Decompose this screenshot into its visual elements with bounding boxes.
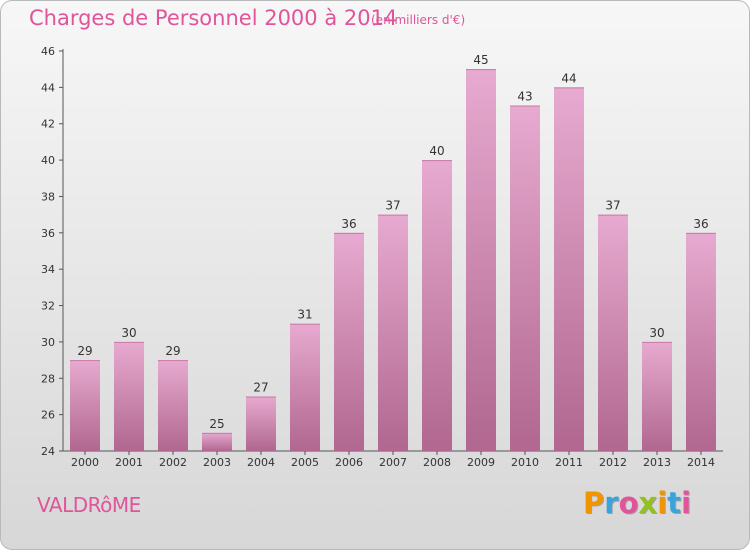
bar-value-label: 30 (121, 326, 136, 340)
x-tick-label: 2014 (687, 456, 715, 469)
bar-value-label: 37 (385, 199, 400, 213)
bar-2013 (642, 341, 672, 451)
y-tick-label: 26 (41, 409, 55, 422)
bar-2005 (290, 323, 320, 451)
bar-2011 (554, 87, 584, 451)
bar-value-label: 45 (473, 53, 488, 67)
x-tick-label: 2003 (203, 456, 231, 469)
x-tick-label: 2001 (115, 456, 143, 469)
bar-value-label: 29 (165, 344, 180, 358)
y-tick-label: 38 (41, 190, 55, 203)
bar-2000 (70, 360, 100, 451)
bar-value-label: 36 (341, 217, 356, 231)
x-tick-label: 2005 (291, 456, 319, 469)
bar-value-label: 29 (77, 344, 92, 358)
unit-note: (en milliers d'€) (371, 13, 466, 27)
y-tick-label: 28 (41, 372, 55, 385)
logo-letter: i (681, 486, 692, 520)
bar-2006 (334, 232, 364, 451)
y-tick-label: 36 (41, 227, 55, 240)
bar-value-label: 31 (297, 308, 312, 322)
bar-2008 (422, 160, 452, 451)
bar-value-label: 30 (649, 326, 664, 340)
y-tick-label: 40 (41, 154, 55, 167)
bar-2004 (246, 396, 276, 451)
bar-value-label: 43 (517, 90, 532, 104)
bar-2012 (598, 214, 628, 451)
y-tick-label: 42 (41, 118, 55, 131)
x-tick-label: 2013 (643, 456, 671, 469)
x-tick-label: 2009 (467, 456, 495, 469)
x-tick-label: 2010 (511, 456, 539, 469)
x-tick-labels: 2000 2001 2002 2003 2004 2005 2006 2007 2008 2009… (71, 456, 715, 469)
x-tick-label: 2000 (71, 456, 99, 469)
logo-letter: x (638, 486, 658, 520)
x-tick-label: 2006 (335, 456, 363, 469)
y-tick-label: 24 (41, 445, 55, 458)
bar-value-label: 40 (429, 144, 444, 158)
x-tick-label: 2002 (159, 456, 187, 469)
bar-value-label: 27 (253, 380, 268, 394)
x-tick-label: 2011 (555, 456, 583, 469)
x-tick-label: 2007 (379, 456, 407, 469)
logo-letter: t (667, 486, 682, 520)
bar-2007 (378, 214, 408, 451)
x-tick-label: 2012 (599, 456, 627, 469)
bar-2001 (114, 341, 144, 451)
bar-value-label: 44 (561, 71, 576, 85)
commune-name: VALDRôME (37, 493, 141, 517)
bar-2009 (466, 69, 496, 451)
logo-letter: r (604, 486, 619, 520)
proxiti-logo[interactable]: Proxiti (583, 486, 691, 520)
bars (70, 69, 716, 451)
bar-2010 (510, 105, 540, 451)
bar-2003 (202, 432, 232, 451)
bar-value-label: 36 (693, 217, 708, 231)
bar-2002 (158, 360, 188, 451)
x-tick-label: 2008 (423, 456, 451, 469)
bar-value-label: 25 (209, 417, 224, 431)
y-tick-labels: 24 26 28 30 32 34 36 38 40 42 44 46 (41, 45, 55, 458)
chart-title: Charges de Personnel 2000 à 2014 (29, 6, 398, 30)
y-tick-label: 34 (41, 263, 55, 276)
y-tick-label: 30 (41, 336, 55, 349)
y-tick-label: 32 (41, 300, 55, 313)
bar-2014 (686, 232, 716, 451)
y-tick-label: 44 (41, 81, 55, 94)
logo-letter: P (583, 486, 605, 520)
y-tick-label: 46 (41, 45, 55, 58)
bar-value-label: 37 (605, 199, 620, 213)
logo-letter: i (657, 486, 668, 520)
x-tick-label: 2004 (247, 456, 275, 469)
bar-labels: 29 30 29 25 27 31 36 37 40 45 43 44 37 30 36 (77, 53, 708, 431)
logo-letter: o (618, 486, 639, 520)
